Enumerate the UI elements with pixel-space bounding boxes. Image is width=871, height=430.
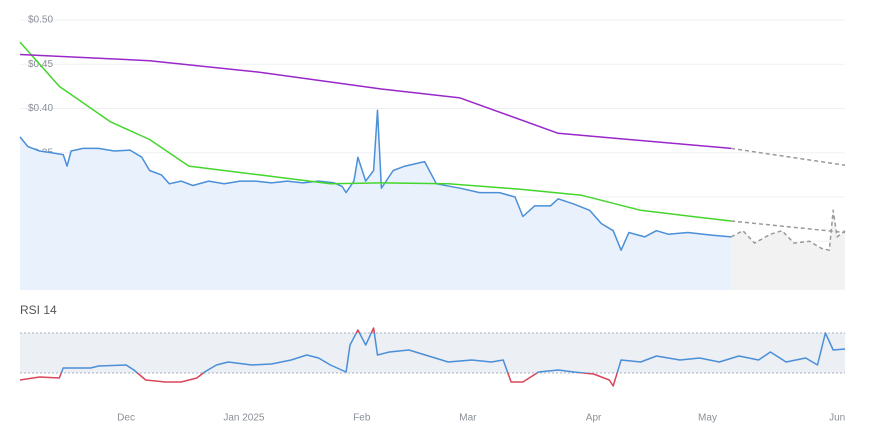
y-tick-label: $0.40: [28, 103, 53, 114]
line: [731, 220, 846, 234]
line: [60, 333, 846, 373]
y-tick-label: $0.50: [28, 15, 53, 26]
rsi-title: RSI 14: [20, 303, 57, 317]
x-tick-label: Dec: [117, 413, 135, 424]
x-tick-label: May: [698, 413, 717, 424]
line: [19, 109, 732, 251]
line: [730, 147, 846, 166]
line: [19, 53, 732, 150]
x-tick-label: Mar: [459, 413, 477, 424]
rsi-band: [20, 333, 845, 373]
x-tick-label: Jan 2025: [223, 413, 265, 424]
area: [731, 210, 845, 290]
line: [730, 209, 846, 251]
area: [20, 110, 732, 290]
x-tick-label: Feb: [353, 413, 371, 424]
x-tick-label: Apr: [586, 413, 602, 424]
line: [19, 41, 732, 222]
x-tick-label: Jun: [829, 413, 845, 424]
